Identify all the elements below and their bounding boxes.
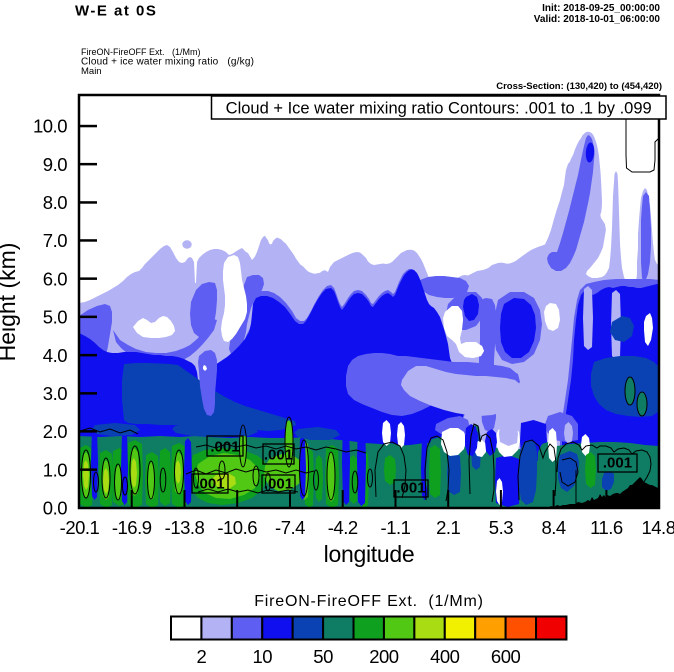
svg-text:-16.9: -16.9 <box>112 517 152 538</box>
svg-text:Height (km): Height (km) <box>0 243 20 362</box>
svg-text:5.0: 5.0 <box>43 307 67 328</box>
svg-text:-4.2: -4.2 <box>328 517 358 538</box>
svg-text:9.0: 9.0 <box>43 154 67 175</box>
svg-text:10: 10 <box>253 646 273 667</box>
svg-text:Valid: 2018-10-01_06:00:00: Valid: 2018-10-01_06:00:00 <box>534 14 661 25</box>
svg-text:11.6: 11.6 <box>590 517 623 538</box>
svg-text:2.1: 2.1 <box>436 517 460 538</box>
svg-text:.001: .001 <box>195 476 224 493</box>
svg-text:10.0: 10.0 <box>33 116 67 137</box>
svg-text:W-E at 0S: W-E at 0S <box>75 3 157 20</box>
svg-text:Init: 2018-09-25_00:00:00: Init: 2018-09-25_00:00:00 <box>542 3 660 14</box>
svg-text:-7.4: -7.4 <box>275 517 305 538</box>
svg-text:Cloud + Ice water mixing ratio: Cloud + Ice water mixing ratio Contours:… <box>226 100 652 118</box>
svg-text:.001: .001 <box>264 476 293 493</box>
svg-text:.001: .001 <box>264 447 293 464</box>
svg-text:600: 600 <box>491 646 521 667</box>
svg-text:.001: .001 <box>396 480 425 497</box>
svg-text:.001: .001 <box>210 439 239 456</box>
svg-text:2: 2 <box>197 646 207 667</box>
svg-text:.001: .001 <box>603 455 632 472</box>
svg-text:5.3: 5.3 <box>489 517 513 538</box>
svg-text:Cloud + ice water mixing ratio: Cloud + ice water mixing ratio (g/kg) <box>81 57 254 68</box>
svg-text:Main: Main <box>81 66 102 77</box>
svg-text:2.0: 2.0 <box>43 421 67 442</box>
svg-text:8.0: 8.0 <box>43 192 67 213</box>
svg-text:-20.1: -20.1 <box>60 517 100 538</box>
svg-text:1.0: 1.0 <box>43 459 67 480</box>
svg-text:longitude: longitude <box>324 541 415 567</box>
svg-text:FireON-FireOFF Ext. (1/Mm): FireON-FireOFF Ext. (1/Mm) <box>254 593 484 610</box>
svg-text:400: 400 <box>430 646 460 667</box>
svg-text:0.0: 0.0 <box>43 498 67 519</box>
svg-text:Cross-Section: (130,420) to (4: Cross-Section: (130,420) to (454,420) <box>496 81 662 92</box>
svg-text:6.0: 6.0 <box>43 268 67 289</box>
svg-text:7.0: 7.0 <box>43 230 67 251</box>
svg-text:-10.6: -10.6 <box>217 517 257 538</box>
svg-text:-13.8: -13.8 <box>165 517 205 538</box>
svg-text:14.8: 14.8 <box>641 517 674 538</box>
svg-text:8.4: 8.4 <box>541 517 565 538</box>
svg-text:-1.1: -1.1 <box>381 517 411 538</box>
svg-text:4.0: 4.0 <box>43 345 67 366</box>
svg-text:FireON-FireOFF Ext. (1/Mm): FireON-FireOFF Ext. (1/Mm) <box>81 47 201 57</box>
svg-text:3.0: 3.0 <box>43 383 67 404</box>
svg-text:50: 50 <box>313 646 333 667</box>
svg-text:200: 200 <box>369 646 399 667</box>
